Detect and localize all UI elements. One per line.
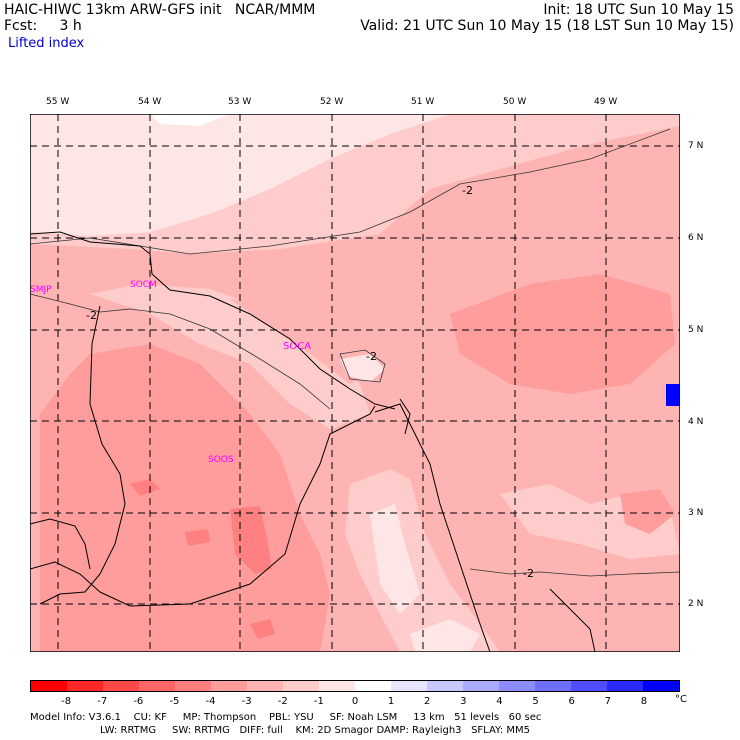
field-whitest-spot	[340, 354, 385, 382]
colorbar-swatch	[391, 681, 427, 691]
colorbar	[30, 680, 680, 692]
colorbar-swatch	[175, 681, 211, 691]
colorbar-swatch	[535, 681, 571, 691]
colorbar-swatch	[211, 681, 247, 691]
contour-label: -2	[523, 567, 534, 580]
colorbar-tick-label: 7	[604, 696, 611, 707]
coastline	[30, 231, 596, 652]
field-darker-cell	[130, 479, 160, 496]
field-dark-east	[450, 274, 675, 394]
model-info-line1: Model Info: V3.6.1 CU: KF MP: Thompson P…	[30, 712, 542, 723]
field-whitest-south	[410, 619, 480, 652]
colorbar-swatch	[499, 681, 535, 691]
blue-cell	[666, 384, 680, 406]
station-label: SOCA	[283, 341, 311, 352]
colorbar-tick-label: 8	[640, 696, 648, 707]
colorbar-swatch	[607, 681, 643, 691]
station-label: SOOS	[208, 455, 234, 465]
field-band-east	[230, 299, 370, 384]
colorbar-swatch	[355, 681, 391, 691]
contour-label: -2	[86, 309, 97, 322]
colorbar-tick-label: 3	[460, 696, 467, 707]
colorbar-swatch	[283, 681, 319, 691]
colorbar-tick-label: 2	[424, 696, 431, 707]
colorbar-tick-label: 5	[532, 696, 539, 707]
colorbar-swatch	[247, 681, 283, 691]
field-darker-cell	[250, 619, 275, 639]
colorbar-tick-label: -3	[241, 696, 252, 707]
colorbar-tick-label: -1	[313, 696, 324, 707]
model-info-line2: LW: RRTMG SW: RRTMG DIFF: full KM: 2D Sm…	[100, 725, 530, 736]
lifted-index-map: -2 -2 -2 -2 SMJP SOCM SOCA SOOS	[30, 114, 680, 652]
colorbar-swatch	[571, 681, 607, 691]
colorbar-tick-label: 4	[496, 696, 503, 707]
field-darker-cell	[185, 529, 210, 546]
field-white-strip	[150, 114, 230, 126]
station-label: SOCM	[130, 280, 157, 290]
init-time: Init: 18 UTC Sun 10 May 15	[543, 2, 734, 18]
lat-label: 5 N	[688, 325, 704, 335]
valid-time: Valid: 21 UTC Sun 10 May 15 (18 LST Sun …	[360, 18, 734, 34]
colorbar-swatch	[31, 681, 67, 691]
lon-label: 50 W	[503, 97, 527, 107]
colorbar-tick-label: -5	[169, 696, 180, 707]
model-title: HAIC-HIWC 13km ARW-GFS init NCAR/MMM	[4, 2, 316, 18]
field-coastal-band	[90, 284, 370, 429]
lon-label: 54 W	[138, 97, 162, 107]
lon-label: 51 W	[411, 97, 435, 107]
colorbar-tick-label: -4	[205, 696, 216, 707]
colorbar-swatch	[463, 681, 499, 691]
field-east-dark	[620, 489, 675, 534]
colorbar-tick-label: 6	[568, 696, 575, 707]
graticule	[30, 114, 680, 652]
lon-label: 53 W	[228, 97, 252, 107]
contour-label: -2	[462, 184, 473, 197]
contour-label: -2	[366, 350, 377, 363]
colorbar-swatch	[67, 681, 103, 691]
contours	[30, 128, 680, 577]
lon-label: 49 W	[594, 97, 618, 107]
lat-label: 3 N	[688, 508, 704, 518]
colorbar-swatch	[139, 681, 175, 691]
colorbar-tick-label: -2	[277, 696, 288, 707]
colorbar-swatch	[427, 681, 463, 691]
station-label: SMJP	[30, 285, 52, 295]
colorbar-unit: °C	[675, 694, 687, 705]
lat-label: 6 N	[688, 233, 704, 243]
colorbar-swatch	[319, 681, 355, 691]
lat-label: 2 N	[688, 599, 704, 609]
colorbar-tick-label: -8	[61, 696, 72, 707]
lon-label: 52 W	[320, 97, 344, 107]
colorbar-tick-label: 1	[387, 696, 395, 707]
lat-label: 4 N	[688, 417, 704, 427]
colorbar-tick-label: -7	[97, 696, 108, 707]
field-dark-west	[40, 344, 330, 652]
colorbar-tick-label: -6	[133, 696, 144, 707]
colorbar-swatch	[643, 681, 679, 691]
lat-label: 7 N	[688, 141, 704, 151]
field-whitest-south	[370, 504, 420, 614]
lon-label: 55 W	[46, 97, 70, 107]
colorbar-tick-label: 0	[351, 696, 359, 707]
forecast-hour: Fcst: 3 h	[4, 18, 82, 34]
field-name: Lifted index	[8, 36, 85, 51]
colorbar-swatch	[103, 681, 139, 691]
